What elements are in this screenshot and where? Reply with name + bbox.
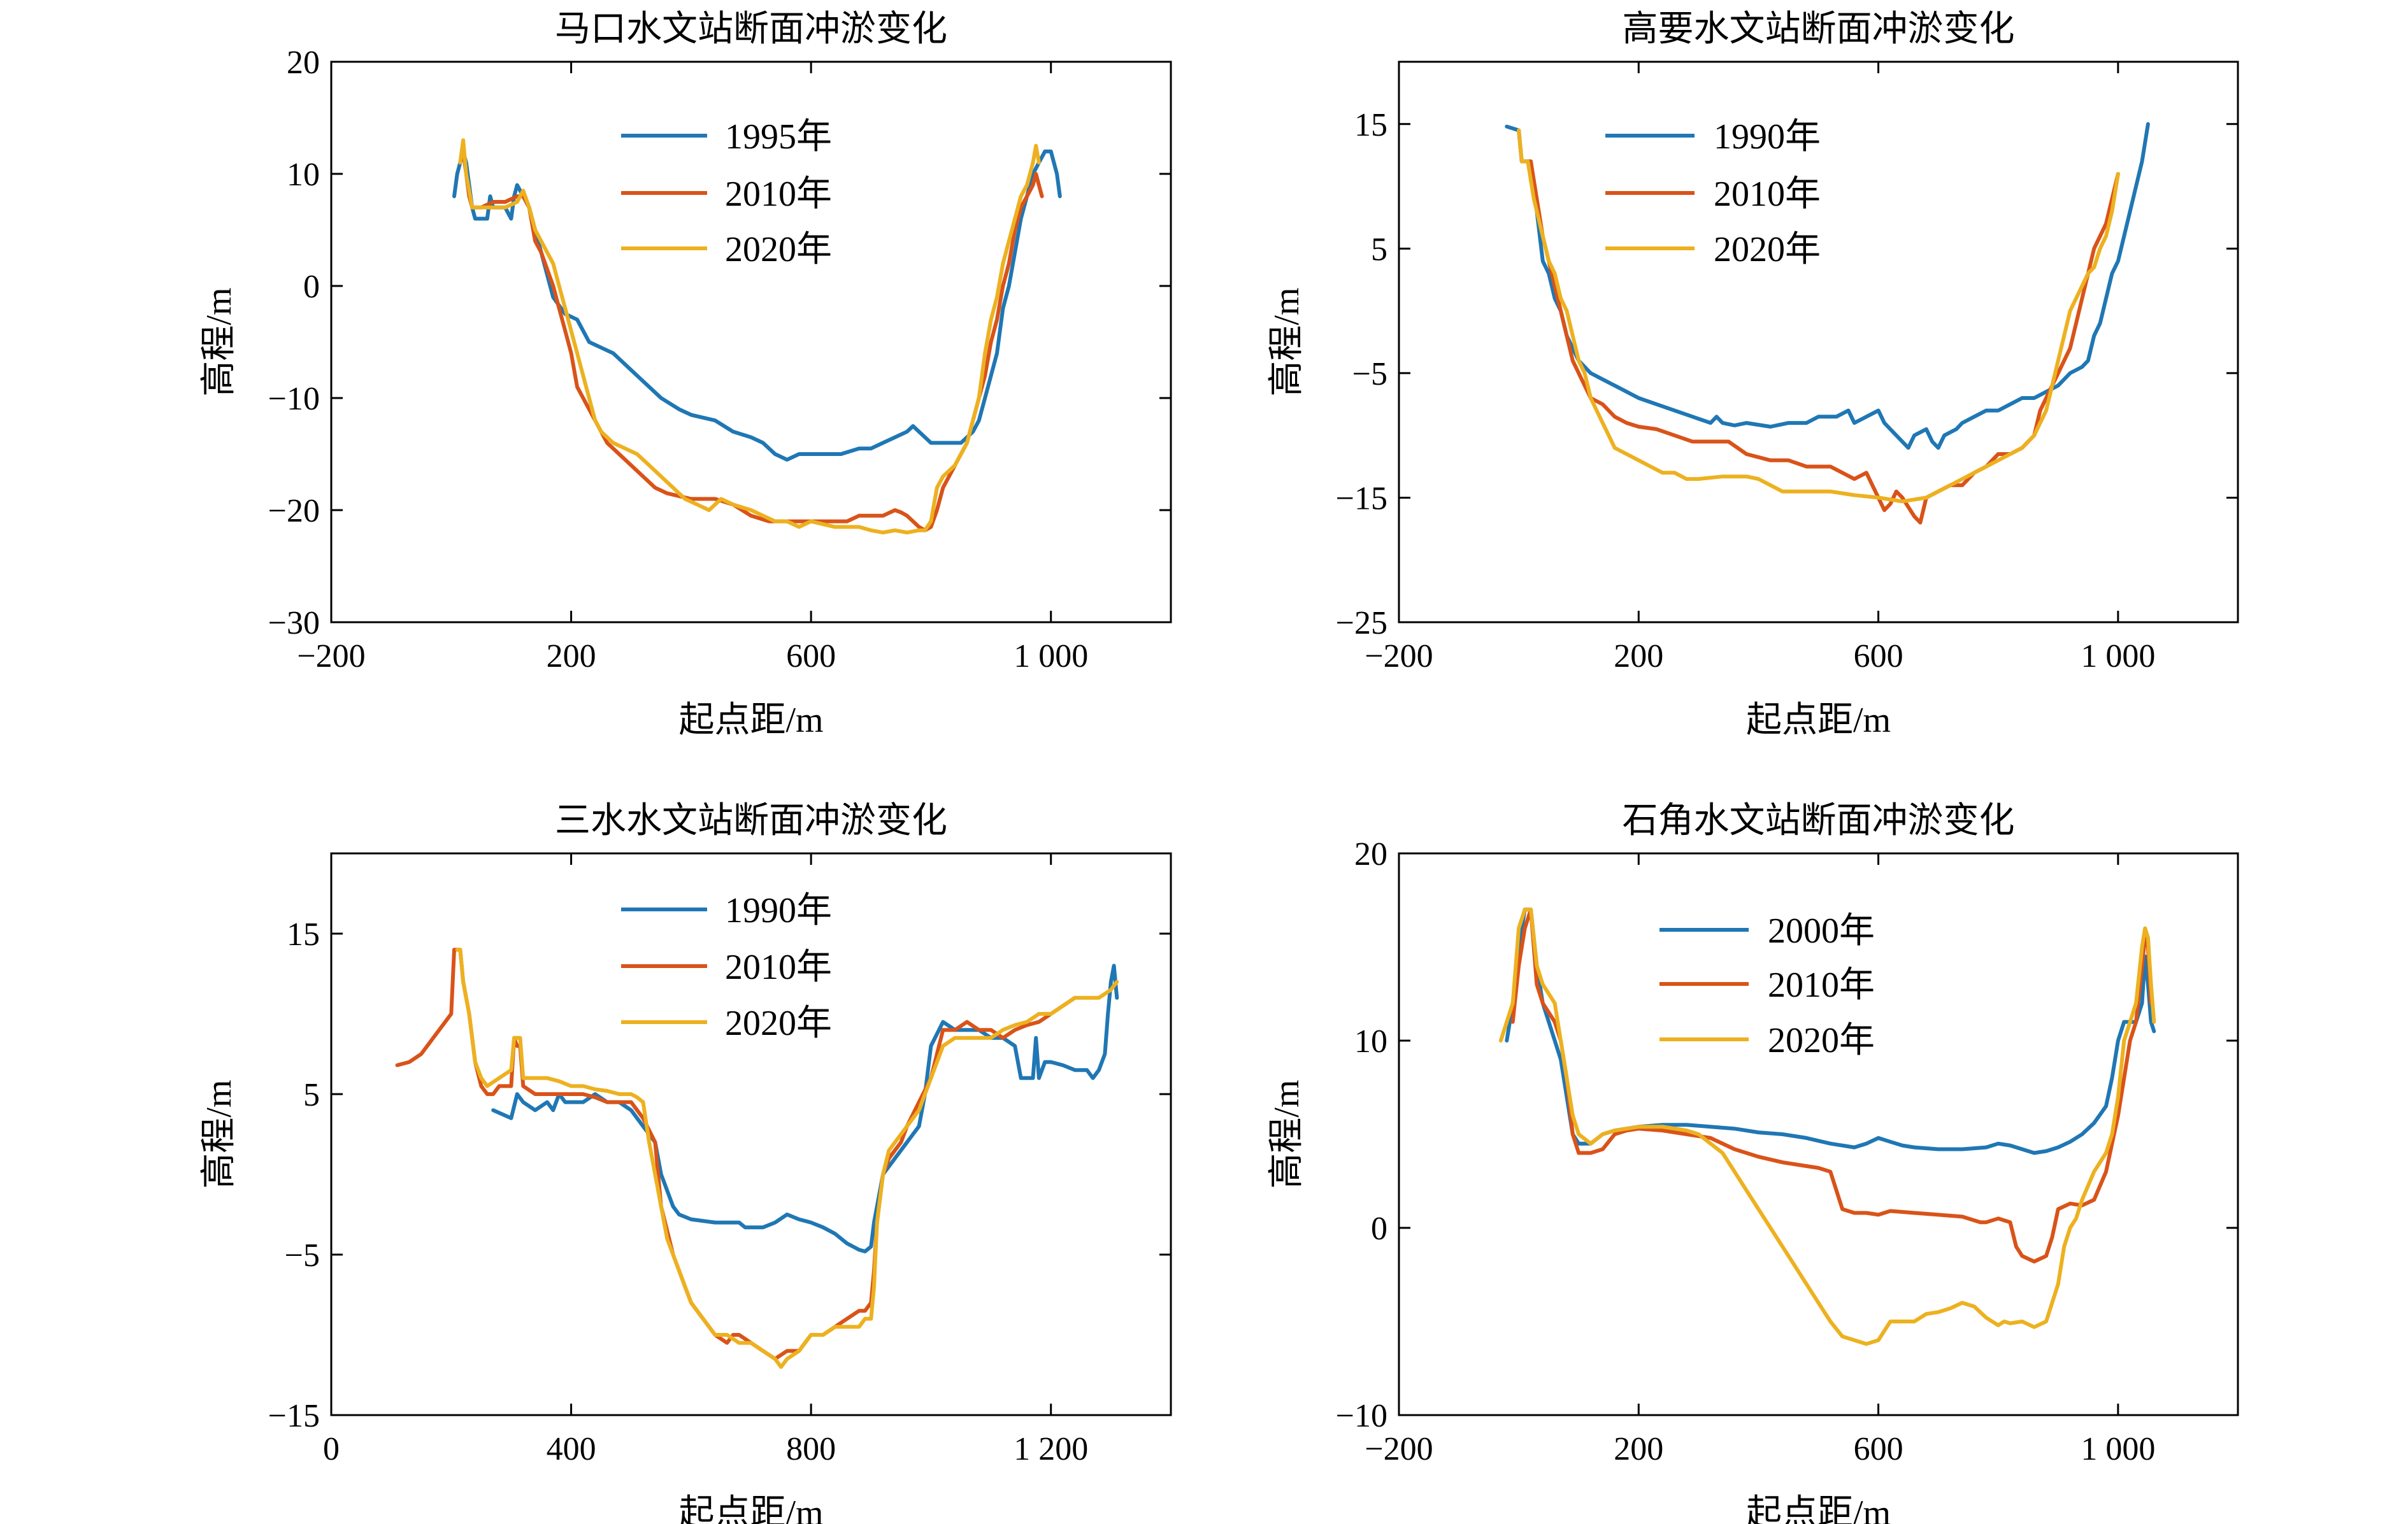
y-tick-label: 10 bbox=[1354, 1023, 1387, 1060]
y-axis-label: 高程/m bbox=[199, 287, 239, 396]
y-axis-label: 高程/m bbox=[199, 1079, 239, 1188]
legend: 1995年 2010年 2020年 bbox=[621, 117, 832, 269]
legend-label: 1995年 bbox=[725, 117, 832, 157]
y-tick-label: −30 bbox=[268, 605, 320, 641]
y-tick-label: 15 bbox=[1354, 107, 1387, 143]
y-tick-label: −15 bbox=[268, 1398, 320, 1434]
x-tick-label: 200 bbox=[547, 638, 596, 674]
legend-label: 1990年 bbox=[1714, 117, 1821, 157]
y-tick-label: −25 bbox=[1336, 605, 1387, 641]
legend-label: 2020年 bbox=[725, 1004, 832, 1043]
x-tick-label: 600 bbox=[1854, 638, 1903, 674]
plot-frame bbox=[1398, 61, 2239, 623]
x-axis-label: 起点距/m bbox=[678, 1493, 823, 1524]
series-line-3 bbox=[1498, 908, 2156, 1346]
legend-label: 2020年 bbox=[725, 230, 832, 269]
legend-label: 2010年 bbox=[725, 174, 832, 214]
x-tick-label: 1 200 bbox=[1014, 1431, 1088, 1467]
x-tick-label: 1 000 bbox=[1014, 638, 1088, 674]
x-tick-label: 0 bbox=[323, 1431, 340, 1467]
x-tick-label: −200 bbox=[1365, 1431, 1433, 1467]
y-tick-label: −10 bbox=[1336, 1398, 1387, 1434]
legend-label: 2010年 bbox=[725, 948, 832, 987]
legend: 1990年 2010年 2020年 bbox=[621, 891, 832, 1043]
y-tick-label: −5 bbox=[285, 1237, 320, 1274]
x-tick-label: 600 bbox=[1854, 1431, 1903, 1467]
y-tick-label: 10 bbox=[287, 157, 320, 193]
y-tick-label: −5 bbox=[1352, 356, 1387, 392]
series-line-3 bbox=[458, 138, 1041, 535]
y-tick-label: 5 bbox=[1371, 231, 1387, 267]
chart-title: 高要水文站断面冲淤变化 bbox=[1623, 10, 2015, 49]
y-axis-label: 高程/m bbox=[1267, 287, 1307, 396]
y-tick-label: 20 bbox=[287, 45, 320, 81]
x-axis-label: 起点距/m bbox=[1746, 1493, 1891, 1524]
legend-label: 2020年 bbox=[1714, 230, 1821, 269]
x-tick-label: 200 bbox=[1614, 1431, 1663, 1467]
x-axis-label: 起点距/m bbox=[1746, 701, 1891, 740]
y-tick-label: −10 bbox=[268, 381, 320, 417]
x-tick-label: −200 bbox=[297, 638, 365, 674]
legend-label: 2020年 bbox=[1768, 1021, 1875, 1060]
x-tick-label: 600 bbox=[786, 638, 836, 674]
y-axis-label: 高程/m bbox=[1267, 1079, 1307, 1188]
y-tick-label: 0 bbox=[1371, 1211, 1387, 1247]
series-line-3 bbox=[1517, 128, 2120, 504]
y-tick-label: −20 bbox=[268, 493, 320, 529]
chart-panel-1: −200 200 600 1 000 −30 −20 −10 0 10 20 马口水文站断面冲淤变化… bbox=[199, 10, 1172, 740]
series-line-2 bbox=[461, 149, 1044, 532]
legend-label: 2000年 bbox=[1768, 911, 1875, 951]
y-tick-label: 15 bbox=[287, 916, 320, 953]
y-tick-label: 0 bbox=[303, 269, 320, 305]
chart-title: 马口水文站断面冲淤变化 bbox=[555, 10, 947, 49]
y-tick-label: −15 bbox=[1336, 480, 1387, 516]
x-tick-label: 800 bbox=[786, 1431, 836, 1467]
x-tick-label: 1 000 bbox=[2081, 638, 2155, 674]
x-tick-label: 200 bbox=[1614, 638, 1663, 674]
x-axis-label: 起点距/m bbox=[678, 701, 823, 740]
series-line-3 bbox=[455, 948, 1119, 1369]
series-line-1 bbox=[1505, 122, 2150, 450]
chart-title: 石角水文站断面冲淤变化 bbox=[1623, 801, 2015, 841]
legend: 1990年 2010年 2020年 bbox=[1605, 117, 1821, 269]
chart-panel-2: −200 200 600 1 000 −25 −15 −5 5 15 高要水文站断面冲淤变化起点距… bbox=[1267, 10, 2239, 740]
x-tick-label: 400 bbox=[547, 1431, 596, 1467]
series-line-1 bbox=[1505, 908, 2156, 1155]
legend-label: 2010年 bbox=[1768, 965, 1875, 1005]
y-tick-label: 5 bbox=[303, 1077, 320, 1113]
x-tick-label: 1 000 bbox=[2081, 1431, 2155, 1467]
legend: 2000年 2010年 2020年 bbox=[1659, 911, 1875, 1060]
chart-title: 三水水文站断面冲淤变化 bbox=[555, 801, 947, 841]
plot-frame bbox=[330, 852, 1172, 1416]
x-tick-label: −200 bbox=[1365, 638, 1433, 674]
plot-frame bbox=[1398, 852, 2239, 1416]
legend-label: 1990年 bbox=[725, 891, 832, 930]
y-tick-label: 20 bbox=[1354, 836, 1387, 872]
series-line-2 bbox=[1517, 128, 2120, 525]
series-line-2 bbox=[1510, 908, 2153, 1264]
plot-frame bbox=[330, 61, 1172, 623]
legend-label: 2010年 bbox=[1714, 174, 1821, 214]
